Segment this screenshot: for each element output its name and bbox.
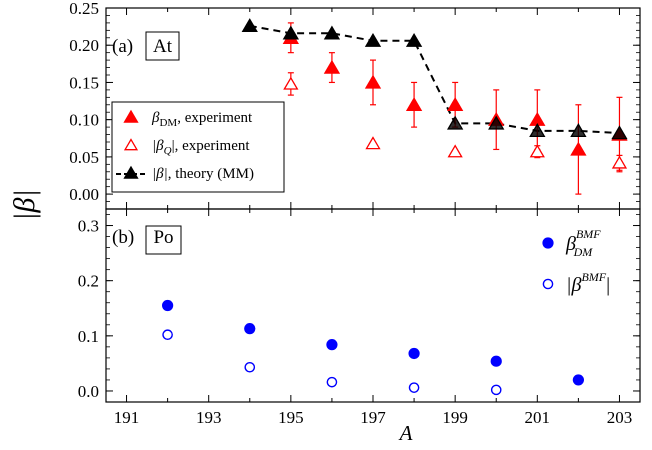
beta-q-point bbox=[365, 136, 381, 150]
legend-sup: BMF bbox=[576, 227, 601, 241]
beta-dm-bmf-point bbox=[244, 323, 256, 335]
x-tick-label: 199 bbox=[442, 408, 468, 427]
x-tick-label: 197 bbox=[360, 408, 386, 427]
beta-dm-point bbox=[323, 59, 341, 74]
beta-bmf-point bbox=[162, 329, 173, 341]
beta-bmf-point bbox=[244, 361, 256, 373]
legend-sub: Q bbox=[164, 145, 172, 157]
y-tick-label: 0.10 bbox=[69, 111, 99, 130]
legend-marker-beta-dm bbox=[123, 109, 139, 123]
beta-dm-bmf-point bbox=[408, 347, 420, 360]
y-tick-label: 0.05 bbox=[69, 148, 99, 167]
theory-point bbox=[364, 32, 382, 47]
x-tick-label: 201 bbox=[525, 408, 551, 427]
legend-label-beta_q: |βQ|, experiment bbox=[152, 138, 250, 157]
theory-point bbox=[488, 115, 505, 130]
beta-q-point bbox=[447, 144, 463, 158]
beta-q-point bbox=[611, 155, 628, 169]
panel-a-element-label: At bbox=[153, 36, 173, 57]
legend-panel-a: βDM, experiment|βQ|, experiment|β|, theo… bbox=[111, 101, 285, 193]
y-axis-label: |β| bbox=[8, 189, 41, 220]
y-tick-label: 0.0 bbox=[78, 382, 99, 401]
y-tick-label: 0.3 bbox=[78, 217, 99, 236]
beta-q-point bbox=[283, 76, 299, 90]
y-tick-label: 0.2 bbox=[78, 272, 99, 291]
y-tick-label: 0.00 bbox=[69, 185, 99, 204]
panel-b-element-label: Po bbox=[153, 227, 173, 248]
legend-sup: BMF bbox=[581, 270, 606, 284]
legend-marker-theory bbox=[123, 165, 139, 179]
theory-point bbox=[447, 115, 464, 130]
legend-marker-beta-dm-bmf bbox=[542, 237, 554, 249]
panel-b-label: (b) bbox=[112, 227, 134, 248]
panel-a-at: 0.00 0.05 0.10 0.15 0.20 0.25 (a) At βDM, experi… bbox=[69, 0, 641, 210]
beta-dm-bmf-point bbox=[162, 299, 174, 312]
legend-main: |β bbox=[566, 274, 581, 296]
legend-label-beta_dm: βDM, experiment bbox=[151, 110, 253, 129]
panel-b-frame bbox=[105, 208, 641, 403]
x-tick-label: 195 bbox=[278, 408, 304, 427]
legend-main: |β| bbox=[152, 166, 168, 182]
theory-point bbox=[570, 123, 587, 138]
y-tick-label: 0.25 bbox=[69, 0, 99, 18]
theory-point bbox=[405, 32, 423, 47]
theory-point bbox=[611, 125, 628, 140]
beta-bmf-point bbox=[408, 382, 420, 393]
y-tick-label: 0.15 bbox=[69, 73, 99, 92]
theory-point bbox=[529, 123, 546, 138]
legend-marker-beta-q bbox=[123, 138, 139, 151]
theory-point bbox=[241, 18, 258, 33]
legend-main: β bbox=[565, 233, 576, 255]
legend-label-beta_theory: |β|, theory (MM) bbox=[152, 166, 254, 182]
legend-sub: DM bbox=[159, 117, 177, 129]
legend-rest: | bbox=[606, 274, 610, 296]
beta-bmf-point bbox=[490, 384, 502, 396]
beta-dm-bmf-point bbox=[326, 339, 338, 351]
beta-dm-point bbox=[570, 141, 587, 156]
x-tick-label: 193 bbox=[196, 408, 222, 427]
beta-q-point bbox=[529, 144, 545, 158]
beta-dm-point bbox=[364, 74, 382, 89]
beta-bmf-point bbox=[326, 376, 338, 388]
legend-sub: DM bbox=[573, 245, 594, 259]
beta-dm-bmf-point bbox=[490, 355, 502, 367]
theory-line bbox=[249, 24, 620, 135]
y-tick-label: 0.1 bbox=[78, 327, 99, 346]
legend-rest: , experiment bbox=[177, 110, 253, 126]
beta-dm-bmf-point bbox=[572, 374, 584, 386]
legend-box bbox=[111, 101, 285, 193]
legend-label-beta-bmf: |βBMF| bbox=[566, 270, 610, 296]
legend-main: β bbox=[151, 110, 160, 126]
beta-dm-point bbox=[447, 96, 464, 111]
theory-point bbox=[282, 25, 299, 40]
legend-marker-beta-bmf bbox=[542, 278, 554, 290]
panel-a-label: (a) bbox=[112, 36, 133, 57]
legend-panel-b: βBMF DM|βBMF| bbox=[542, 227, 610, 296]
legend-label-beta-dm-bmf: βBMF DM bbox=[565, 227, 601, 259]
panel-b-element-box bbox=[145, 225, 182, 255]
beta-dm-point bbox=[405, 96, 423, 111]
legend-rest: , theory (MM) bbox=[168, 166, 254, 182]
x-axis-label: A bbox=[398, 421, 413, 445]
legend-rest: |, experiment bbox=[172, 138, 251, 154]
panel-a-element-box bbox=[145, 31, 180, 61]
theory-point bbox=[323, 25, 341, 40]
x-tick-label: 191 bbox=[114, 408, 140, 427]
y-tick-label: 0.20 bbox=[69, 36, 99, 55]
legend-main: |β bbox=[152, 138, 164, 154]
x-tick-label: 203 bbox=[607, 408, 633, 427]
